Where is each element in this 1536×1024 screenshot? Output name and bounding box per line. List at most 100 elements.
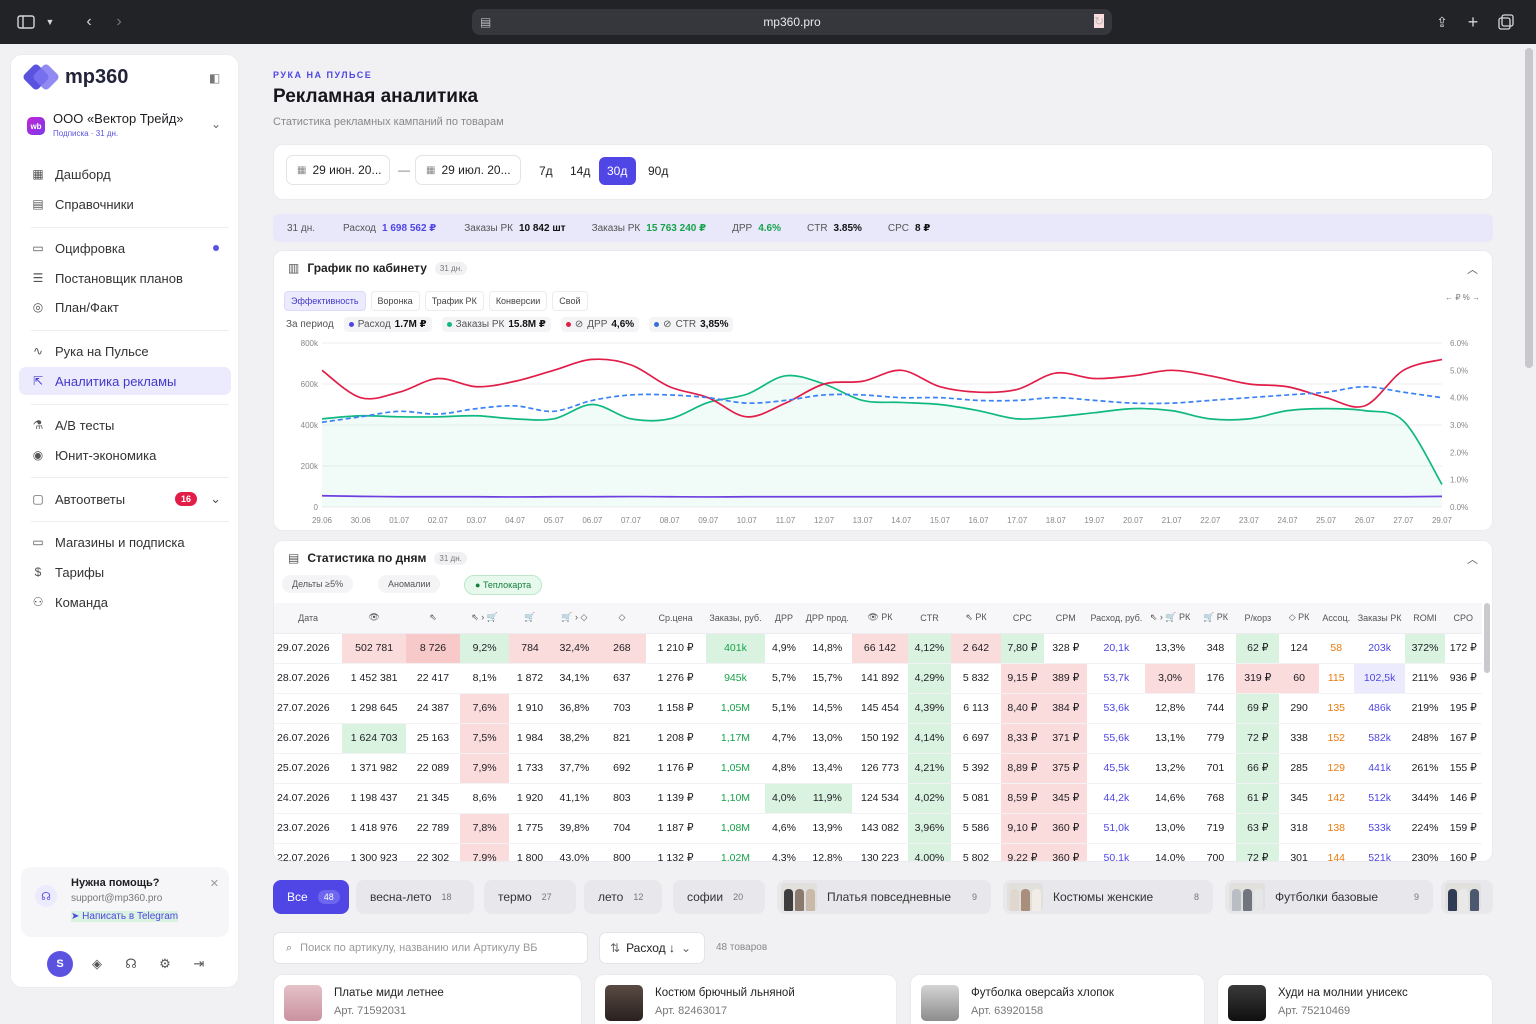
category-chip[interactable]: лето 12: [584, 880, 662, 914]
table-row[interactable]: 29.07.2026 502 781 8 726 9,2% 784 32,4% 268 1 2…: [274, 633, 1482, 664]
sidebar-item-autoreplies[interactable]: ▢ Автоответы 16 ⌄: [19, 485, 231, 513]
reload-icon[interactable]: ↻: [1093, 14, 1104, 28]
sort-dropdown[interactable]: ⇅ Расход ↓ ⌄: [599, 932, 705, 964]
sidebar-item-planner[interactable]: ☰ Постановщик планов: [19, 264, 231, 292]
tabs-overview-icon[interactable]: [1496, 11, 1516, 33]
period-90d-button[interactable]: 90д: [648, 164, 669, 178]
sidebar-item-digitization[interactable]: ▭ Оцифровка: [19, 234, 231, 262]
table-row[interactable]: 28.07.2026 1 452 381 22 417 8,1% 1 872 34,1% 6…: [274, 663, 1482, 694]
headset-icon[interactable]: ☊: [125, 956, 137, 971]
table-row[interactable]: 26.07.2026 1 624 703 25 163 7,5% 1 984 38,2% 8…: [274, 723, 1482, 754]
column-header[interactable]: Заказы, руб.: [705, 603, 766, 634]
close-icon[interactable]: ✕: [209, 878, 219, 890]
telegram-link[interactable]: ➤ Написать в Telegram: [71, 911, 179, 922]
column-header[interactable]: 🛒: [509, 603, 551, 634]
gear-icon[interactable]: ⚙: [159, 956, 171, 971]
help-email[interactable]: support@mp360.pro: [71, 893, 163, 904]
line-chart[interactable]: 0 200k 400k 600k 800k 0.0% 1.0% 2.0% 3.0% 4.0% 5.0…: [278, 335, 1488, 531]
column-header[interactable]: CPC: [1000, 603, 1045, 634]
avatar[interactable]: S: [47, 951, 73, 977]
sidebar-item-references[interactable]: ▤ Справочники: [19, 190, 231, 218]
sidebar-toggle-icon[interactable]: [14, 11, 38, 33]
date-to-input[interactable]: ▦ 29 июл. 20...: [415, 155, 521, 185]
table-row[interactable]: 24.07.2026 1 198 437 21 345 8,6% 1 920 41,1% 8…: [274, 783, 1482, 814]
legend-item-drr[interactable]: ⊘ ДРР 4,6%: [560, 317, 640, 332]
category-chip-more[interactable]: [1441, 880, 1493, 914]
category-chip[interactable]: Футболки базовые 9: [1225, 880, 1433, 914]
column-header[interactable]: ⇖ › 🛒: [459, 603, 510, 634]
category-chip[interactable]: софии 20: [673, 880, 765, 914]
org-switcher[interactable]: wb ООО «Вектор Трейд» Подписка · 31 дн. …: [27, 111, 227, 141]
sidebar-item-unit-economics[interactable]: ◉ Юнит-экономика: [19, 441, 231, 469]
column-header[interactable]: ДРР: [765, 603, 803, 634]
table-row[interactable]: 22.07.2026 1 300 923 22 302 7,9% 1 800 43,0% 8…: [274, 843, 1482, 861]
category-chip[interactable]: Все 48: [273, 880, 349, 914]
sidebar-item-tariffs[interactable]: $ Тарифы: [19, 558, 231, 586]
column-header[interactable]: Р/корз: [1236, 603, 1280, 634]
column-header[interactable]: Ассоц.: [1318, 603, 1354, 634]
column-header[interactable]: ROMI: [1405, 603, 1445, 634]
period-14d-button[interactable]: 14д: [570, 164, 591, 178]
category-chip[interactable]: термо 27: [484, 880, 576, 914]
column-header[interactable]: 🛒 › ◇: [550, 603, 599, 634]
chip-deltas[interactable]: Дельты ≥5%: [282, 575, 354, 593]
collapse-sidebar-icon[interactable]: ◧: [209, 71, 221, 85]
sidebar-item-stores[interactable]: ▭ Магазины и подписка: [19, 528, 231, 556]
tab-funnel[interactable]: Воронка: [370, 291, 420, 311]
product-card[interactable]: Худи на молнии унисекс Арт. 75210469: [1217, 974, 1493, 1024]
product-card[interactable]: Платье миди летнее Арт. 71592031: [273, 974, 582, 1024]
column-header[interactable]: ◇ РК: [1279, 603, 1319, 634]
sidebar-item-dashboard[interactable]: ▦ Дашборд: [19, 160, 231, 188]
sidebar-item-ad-analytics[interactable]: ⇱ Аналитика рекламы: [19, 367, 231, 395]
column-header[interactable]: ДРР прод.: [802, 603, 853, 634]
table-row[interactable]: 23.07.2026 1 418 976 22 789 7,8% 1 775 39,8% 7…: [274, 813, 1482, 844]
sidebar-item-plan-fact[interactable]: ◎ План/Факт: [19, 293, 231, 321]
chevron-up-icon[interactable]: ︿: [1467, 264, 1478, 276]
category-chip[interactable]: весна-лето 18: [356, 880, 474, 914]
academy-icon[interactable]: ◈: [92, 956, 102, 971]
table-scrollbar[interactable]: [1484, 603, 1490, 673]
chevron-down-icon[interactable]: ▼: [45, 17, 55, 27]
column-header[interactable]: CPO: [1444, 603, 1482, 634]
page-scrollbar[interactable]: [1525, 48, 1533, 368]
column-header[interactable]: ⇖ › 🛒 РК: [1145, 603, 1195, 634]
axis-toggle-label[interactable]: ← ₽ % →: [1445, 293, 1480, 302]
site-settings-icon[interactable]: ▤: [480, 15, 492, 29]
tab-conversions[interactable]: Конверсии: [488, 291, 548, 311]
column-header[interactable]: ◇: [598, 603, 646, 634]
period-7d-button[interactable]: 7д: [539, 164, 553, 178]
legend-item-ctr[interactable]: ⊘ CTR 3,85%: [649, 317, 734, 332]
column-header[interactable]: ⇖: [406, 603, 460, 634]
column-header[interactable]: CPM: [1044, 603, 1088, 634]
column-header[interactable]: 🛒 РК: [1194, 603, 1237, 634]
new-tab-icon[interactable]: +: [1467, 11, 1479, 32]
category-chip[interactable]: Костюмы женские 8: [1003, 880, 1213, 914]
category-chip[interactable]: Платья повседневные 9: [777, 880, 991, 914]
chip-anomalies[interactable]: Аномалии: [378, 575, 441, 593]
tab-traffic[interactable]: Трафик РК: [424, 291, 484, 311]
sidebar-item-pulse[interactable]: ∿ Рука на Пульсе: [19, 337, 231, 365]
sidebar-item-ab-tests[interactable]: ⚗ A/B тесты: [19, 411, 231, 439]
column-header[interactable]: Заказы РК: [1353, 603, 1406, 634]
column-header[interactable]: Расход, руб.: [1087, 603, 1146, 634]
column-header[interactable]: Дата: [274, 603, 343, 634]
date-from-input[interactable]: ▦ 29 июн. 20...: [286, 155, 390, 185]
chip-heatmap[interactable]: ● Теплокарта: [464, 575, 543, 595]
product-card[interactable]: Костюм брючный льняной Арт. 82463017: [594, 974, 897, 1024]
address-bar[interactable]: ▤ mp360.pro ↻: [472, 9, 1112, 35]
logout-icon[interactable]: ⇥: [193, 956, 205, 971]
chevron-up-icon[interactable]: ︿: [1467, 554, 1478, 566]
tab-custom[interactable]: Свой: [552, 291, 588, 311]
column-header[interactable]: 👁: [342, 603, 407, 634]
tab-efficiency[interactable]: Эффективность: [284, 291, 366, 311]
search-input[interactable]: ⌕ Поиск по артикулу, названию или Артикул…: [273, 932, 588, 964]
forward-icon[interactable]: ›: [116, 13, 122, 30]
column-header[interactable]: CTR: [907, 603, 952, 634]
share-icon[interactable]: ⇪: [1436, 13, 1448, 30]
table-row[interactable]: 25.07.2026 1 371 982 22 089 7,9% 1 733 37,7% 6…: [274, 753, 1482, 784]
table-row[interactable]: 27.07.2026 1 298 645 24 387 7,6% 1 910 36,8% 7…: [274, 693, 1482, 724]
column-header[interactable]: ⇖ РК: [951, 603, 1001, 634]
sidebar-item-team[interactable]: ⚇ Команда: [19, 588, 231, 616]
legend-item-orders[interactable]: Заказы РК 15.8M ₽: [441, 317, 551, 332]
column-header[interactable]: 👁 РК: [852, 603, 908, 634]
